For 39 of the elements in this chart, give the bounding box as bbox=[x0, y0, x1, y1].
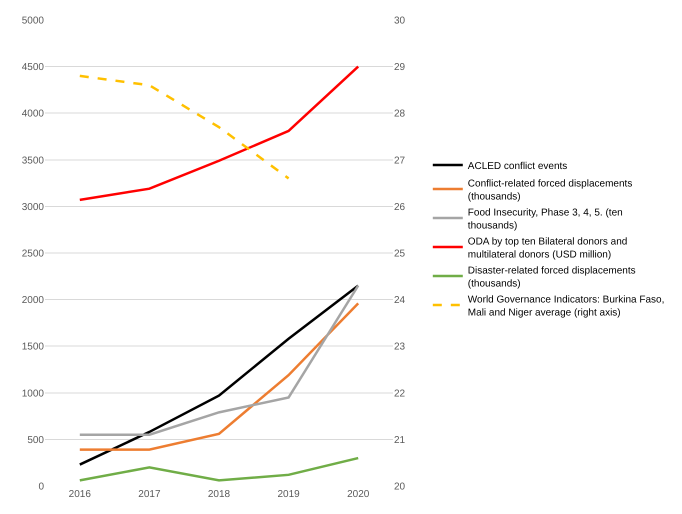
y-tick-label: 1000 bbox=[22, 388, 44, 400]
y2-tick-label: 28 bbox=[394, 108, 406, 120]
y2-tick-label: 30 bbox=[394, 16, 406, 26]
line-series bbox=[78, 456, 360, 482]
x-tick-label: 2018 bbox=[208, 489, 231, 500]
line-series bbox=[78, 302, 360, 451]
y-tick-label: 0 bbox=[38, 482, 44, 492]
line-series bbox=[78, 284, 360, 436]
y-tick-label: 1500 bbox=[22, 342, 44, 353]
y2-tick-label: 21 bbox=[394, 434, 406, 446]
y2-tick-label: 22 bbox=[394, 388, 406, 400]
line-series bbox=[78, 74, 290, 180]
y-tick-label: 2500 bbox=[22, 248, 44, 260]
x-tick-label: 2020 bbox=[347, 489, 370, 500]
y-tick-label: 2000 bbox=[22, 295, 44, 306]
y-tick-label: 500 bbox=[27, 434, 44, 446]
y-tick-label: 5000 bbox=[22, 16, 44, 26]
x-tick-label: 2019 bbox=[277, 489, 300, 500]
legend-label: ODA by top ten Bilateral donors and multilateral donors (USD million) bbox=[468, 236, 628, 260]
line-series bbox=[78, 65, 360, 202]
legend-label: Disaster-related forced displacements (thousands) bbox=[468, 265, 636, 290]
y2-tick-label: 29 bbox=[394, 62, 406, 74]
legend-label: Conflict-related forced displacements (thousands) bbox=[468, 178, 632, 202]
y-tick-label: 3500 bbox=[22, 155, 44, 166]
legend-label: Food Insecurity, Phase 3, 4, 5. (ten thousands) bbox=[468, 207, 623, 232]
line-series bbox=[78, 284, 360, 466]
x-tick-label: 2017 bbox=[138, 489, 161, 500]
y-tick-label: 3000 bbox=[22, 202, 44, 213]
y2-tick-label: 25 bbox=[394, 248, 406, 260]
legend-label: World Governance Indicators: Burkina Faso, Mali and Niger average (right axis) bbox=[468, 294, 664, 318]
y-tick-label: 4000 bbox=[22, 108, 44, 120]
x-tick-label: 2016 bbox=[68, 489, 92, 500]
y2-tick-label: 26 bbox=[394, 202, 406, 213]
y2-tick-label: 24 bbox=[394, 295, 406, 306]
y2-tick-label: 23 bbox=[394, 342, 406, 353]
y-tick-label: 4500 bbox=[22, 62, 44, 74]
y2-tick-label: 20 bbox=[394, 482, 406, 492]
y2-tick-label: 27 bbox=[394, 155, 406, 166]
legend-label: ACLED conflict events bbox=[468, 160, 568, 172]
